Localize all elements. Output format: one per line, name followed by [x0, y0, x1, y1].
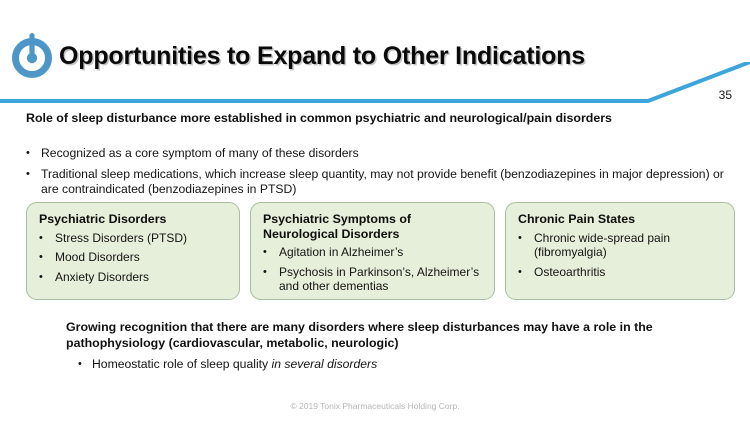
- page-number: 35: [718, 88, 732, 102]
- bullet-icon: •: [518, 231, 522, 244]
- list-item-label: Homeostatic role of sleep quality in sev…: [92, 357, 698, 372]
- list-item-label: Mood Disorders: [55, 250, 140, 264]
- bullet-icon: •: [39, 251, 43, 263]
- card-title: Chronic Pain States: [518, 212, 636, 226]
- list-item-label: Agitation in Alzheimer’s: [279, 245, 404, 259]
- lead-paragraph: Role of sleep disturbance more establish…: [26, 111, 612, 125]
- list-item-label: Psychosis in Parkinson’s, Alzheimer’s an…: [279, 264, 480, 294]
- list-item-label: Traditional sleep medications, which inc…: [41, 167, 724, 196]
- summary-paragraph: Growing recognition that there are many …: [66, 320, 653, 350]
- top-bullet-list: • Recognized as a core symptom of many o…: [26, 146, 732, 203]
- list-item: • Anxiety Disorders: [39, 270, 229, 285]
- list-item-label: Anxiety Disorders: [55, 269, 150, 284]
- list-item: • Chronic wide-spread pain (fibromyalgia…: [518, 231, 724, 260]
- bullet-icon: •: [263, 265, 267, 278]
- list-item-label: Recognized as a core symptom of many of …: [41, 146, 359, 160]
- category-card-psychiatric-disorders: Psychiatric Disorders • Stress Disorders…: [26, 202, 240, 300]
- bullet-icon: •: [78, 358, 82, 370]
- bullet-icon: •: [518, 265, 522, 278]
- list-item: • Psychosis in Parkinson’s, Alzheimer’s …: [263, 265, 484, 294]
- bullet-icon: •: [39, 231, 43, 244]
- list-item: • Recognized as a core symptom of many o…: [26, 146, 732, 161]
- bullet-icon: •: [39, 270, 43, 283]
- list-item: • Stress Disorders (PTSD): [39, 231, 229, 246]
- list-item-label: Osteoarthritis: [534, 264, 606, 279]
- bottom-bullet-list: • Homeostatic role of sleep quality in s…: [78, 357, 698, 372]
- category-card-psychiatric-symptoms-neurological: Psychiatric Symptoms of Neurological Dis…: [250, 202, 495, 300]
- bullet-icon: •: [26, 168, 30, 180]
- card-title: Psychiatric Symptoms of Neurological Dis…: [263, 212, 412, 241]
- list-item-text-plain: Homeostatic role of sleep quality: [92, 357, 272, 371]
- bullet-icon: •: [26, 147, 30, 159]
- list-item-label: Chronic wide-spread pain (fibromyalgia): [534, 230, 671, 260]
- accent-divider-line: [0, 62, 750, 103]
- power-button-logo-icon: [9, 28, 55, 80]
- list-item: • Osteoarthritis: [518, 265, 724, 280]
- list-item: • Mood Disorders: [39, 250, 229, 265]
- list-item: • Traditional sleep medications, which i…: [26, 167, 732, 197]
- list-item: • Agitation in Alzheimer’s: [263, 245, 484, 260]
- card-title: Psychiatric Disorders: [39, 212, 167, 226]
- bullet-icon: •: [263, 246, 267, 258]
- page-title: Opportunities to Expand to Other Indicat…: [59, 42, 585, 70]
- list-item-label: Stress Disorders (PTSD): [55, 230, 188, 245]
- list-item-text-emphasis: in several disorders: [271, 357, 378, 371]
- list-item: • Homeostatic role of sleep quality in s…: [78, 357, 698, 372]
- footer-copyright: © 2019 Tonix Pharmaceuticals Holding Cor…: [290, 401, 460, 411]
- category-card-chronic-pain-states: Chronic Pain States • Chronic wide-sprea…: [505, 202, 735, 300]
